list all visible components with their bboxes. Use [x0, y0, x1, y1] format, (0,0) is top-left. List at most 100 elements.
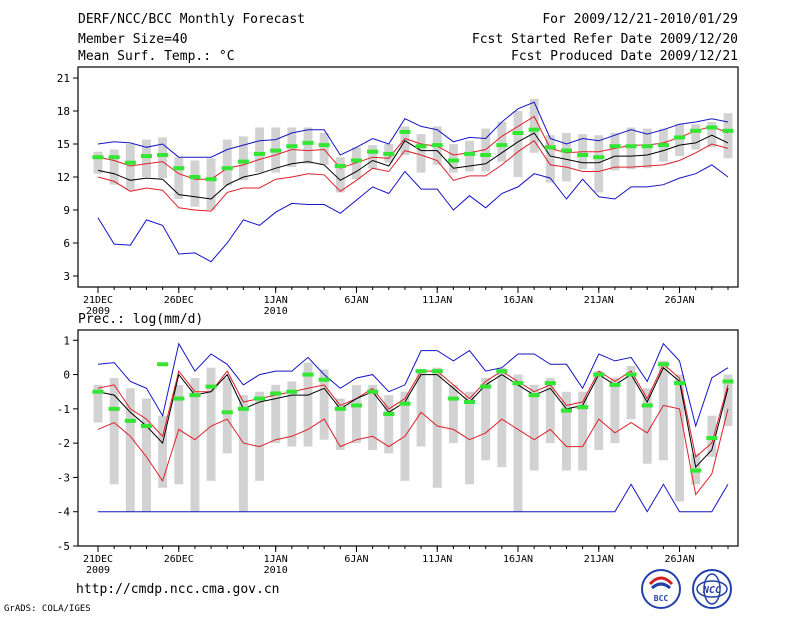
y-tick-label: 12	[57, 171, 70, 184]
spread-box	[190, 378, 200, 512]
median-marker	[657, 362, 669, 367]
spread-box	[303, 362, 313, 447]
median-marker	[253, 396, 266, 401]
spread-box	[319, 369, 329, 440]
median-marker	[528, 393, 540, 398]
median-marker	[657, 143, 669, 148]
spread-box	[93, 384, 103, 423]
spread-box	[416, 369, 426, 447]
median-marker	[722, 128, 734, 133]
spread-box	[642, 128, 652, 169]
forecast-produced-date: Fcst Produced Date 2009/12/21	[511, 49, 738, 64]
member-size-label: Member Size=40	[78, 32, 188, 47]
y-tick-label: 1	[63, 334, 70, 347]
median-marker	[722, 379, 734, 384]
spread-box	[545, 135, 555, 183]
spread-box	[174, 384, 184, 485]
x-tick-year-label: 2010	[264, 306, 288, 317]
spread-box	[255, 391, 264, 481]
y-tick-label: -2	[57, 437, 70, 450]
median-marker	[286, 389, 298, 394]
x-tick-label: 6JAN	[344, 295, 368, 306]
spread-box	[109, 149, 119, 185]
max-line	[97, 101, 729, 158]
median-marker	[673, 135, 686, 140]
median-marker	[690, 468, 702, 473]
bcc-logo-text: BCC	[654, 594, 669, 603]
x-tick-label: 11JAN	[422, 295, 452, 306]
median-marker	[318, 143, 330, 148]
spread-box	[206, 367, 216, 481]
median-marker	[157, 153, 169, 157]
x-tick-label: 21DEC	[83, 295, 113, 306]
median-marker	[334, 164, 346, 168]
median-marker	[463, 400, 476, 404]
upper-spread-line	[97, 363, 729, 458]
median-marker	[480, 384, 492, 389]
spread-box	[352, 384, 361, 444]
spread-box	[384, 395, 394, 454]
median-marker	[383, 151, 395, 156]
y-tick-label: -3	[57, 471, 70, 484]
spread-box	[481, 378, 491, 461]
spread-box	[287, 381, 297, 447]
spread-box	[497, 367, 507, 468]
median-marker	[641, 403, 653, 408]
median-marker	[286, 144, 298, 149]
median-marker	[350, 403, 363, 408]
upper-spread-line	[97, 115, 729, 180]
spread-box	[448, 144, 458, 173]
median-marker	[560, 408, 573, 413]
spread-box	[448, 384, 458, 444]
median-marker	[140, 424, 153, 428]
spread-box	[675, 124, 684, 157]
spread-box	[352, 147, 361, 180]
median-marker	[221, 166, 233, 171]
spread-box	[610, 133, 620, 171]
median-marker	[189, 175, 201, 179]
median-marker	[496, 369, 508, 374]
spread-box	[497, 122, 507, 162]
x-tick-label: 21JAN	[584, 295, 614, 306]
grads-credit: GrADS: COLA/IGES	[4, 604, 91, 614]
x-tick-label: 21DEC	[83, 554, 113, 565]
median-marker	[367, 389, 379, 394]
spread-box	[335, 398, 345, 450]
spread-box	[562, 391, 571, 471]
spread-box	[142, 398, 151, 512]
y-tick-label: 15	[57, 138, 70, 151]
spread-box	[125, 144, 135, 191]
spread-box	[158, 415, 168, 488]
median-marker	[92, 155, 104, 160]
spread-box	[432, 367, 442, 488]
spread-box	[529, 98, 539, 153]
median-marker	[609, 144, 621, 149]
precipitation-title: Prec.: log(mm/d)	[78, 312, 204, 327]
spread-box	[626, 127, 636, 170]
median-marker	[367, 149, 379, 154]
website-url[interactable]: http://cmdp.ncc.cma.gov.cn	[76, 582, 280, 597]
median-marker	[609, 382, 621, 387]
spread-box	[190, 160, 200, 207]
spread-box	[174, 157, 184, 199]
spread-box	[513, 374, 523, 512]
variable-label: Mean Surf. Temp.: °C	[78, 49, 235, 64]
median-marker	[577, 405, 589, 410]
spread-box	[238, 136, 248, 181]
median-marker	[415, 369, 427, 374]
median-marker	[673, 381, 686, 386]
spread-box	[465, 391, 474, 485]
y-tick-label: 0	[63, 369, 70, 382]
median-marker	[625, 372, 637, 377]
ensemble-mean-line	[97, 132, 729, 200]
spread-box	[513, 111, 523, 177]
median-marker	[544, 145, 556, 150]
ensemble-mean-line	[97, 366, 729, 469]
median-marker	[706, 436, 718, 440]
median-marker	[593, 372, 605, 377]
median-marker	[237, 159, 249, 164]
y-tick-label: 6	[63, 237, 70, 250]
min-line	[97, 164, 729, 263]
